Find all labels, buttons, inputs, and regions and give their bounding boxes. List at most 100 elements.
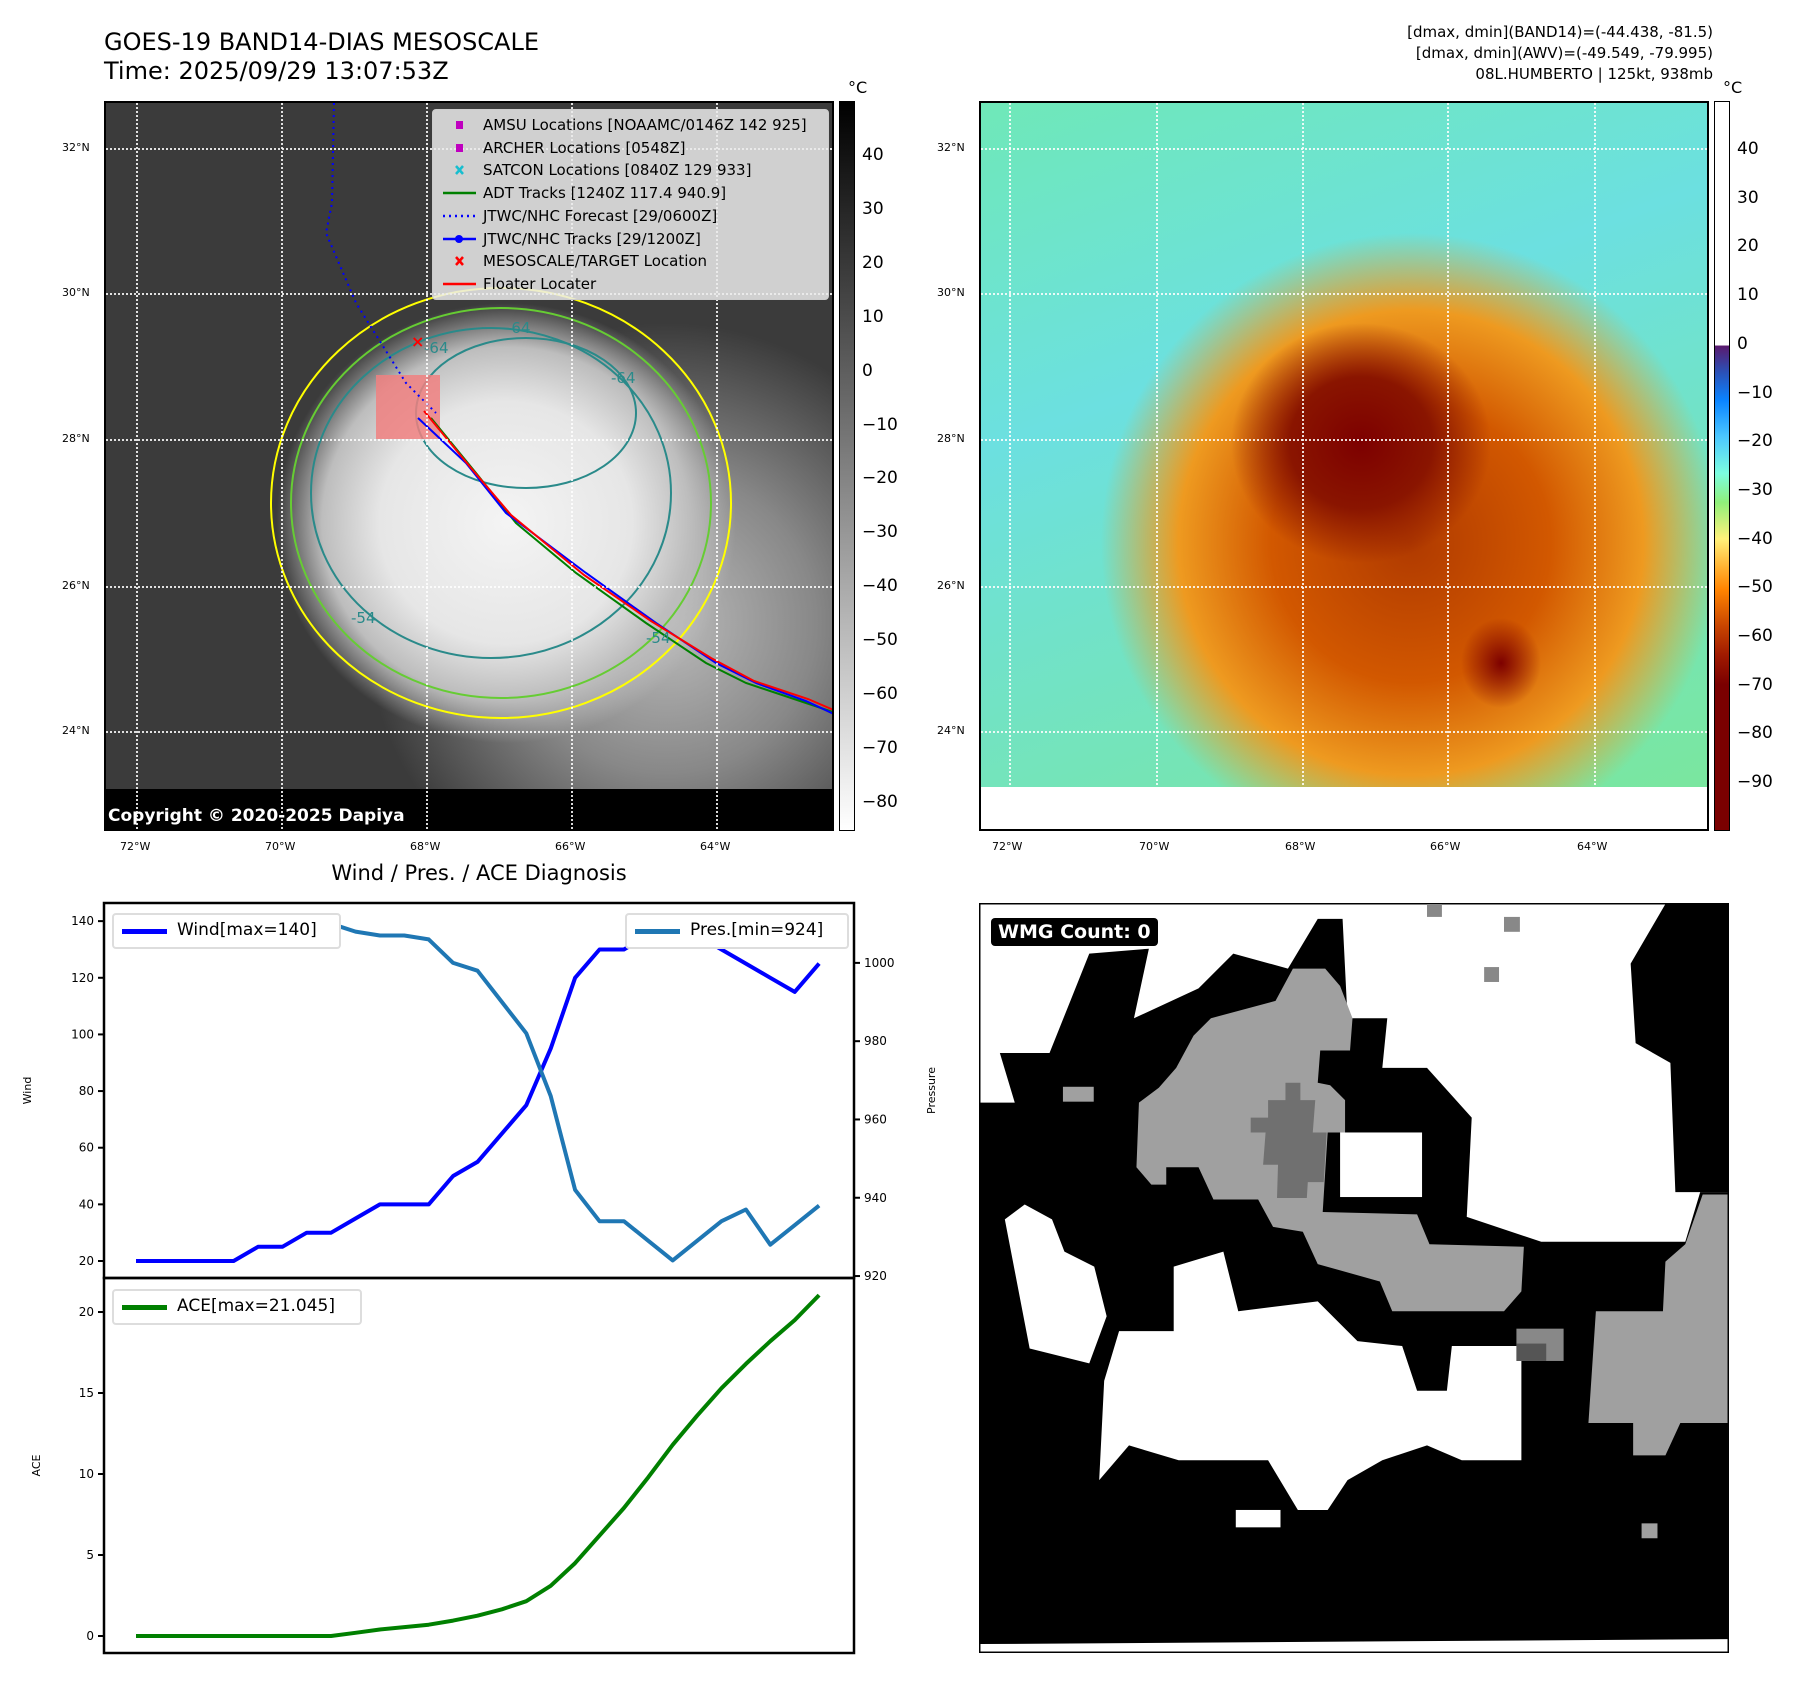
wind-tick-label: 40 <box>79 1197 94 1211</box>
colorbar-bt <box>839 101 855 831</box>
lon-tick-label: 70°W <box>1139 840 1170 853</box>
copyright: Copyright © 2020-2025 Dapiya <box>108 806 405 826</box>
wind-tick-label: 140 <box>71 914 94 928</box>
colorbar-tick-label: 0 <box>1737 333 1748 354</box>
wind-tick-label: 80 <box>79 1084 94 1098</box>
storm-info: [dmax, dmin](BAND14)=(-44.438, -81.5) [d… <box>1407 22 1713 85</box>
gridline <box>106 586 832 588</box>
gridline <box>106 731 832 733</box>
wmg-gray-cell <box>1641 1523 1658 1539</box>
chart-title: Wind / Pres. / ACE Diagnosis <box>331 861 627 885</box>
lon-tick-label: 68°W <box>410 840 441 853</box>
pressure-legend: Pres.[min=924] <box>625 913 849 949</box>
wind-tick-label: 20 <box>79 1254 94 1268</box>
wind-tick-label: 100 <box>71 1027 94 1041</box>
ace-legend-swatch <box>122 1305 167 1310</box>
wind-legend-swatch <box>122 929 167 934</box>
lon-tick-label: 66°W <box>1430 840 1461 853</box>
floater-track <box>423 410 832 711</box>
gridline <box>981 439 1707 441</box>
legend-symbol-line-icon <box>443 282 476 286</box>
pressure-legend-swatch <box>635 929 680 934</box>
gridline <box>981 148 1707 150</box>
gridline <box>281 103 283 829</box>
colorbar-tick-label: −50 <box>1737 577 1773 598</box>
wmg-gray-cell <box>1484 967 1500 982</box>
dot-marker <box>455 234 463 243</box>
wmg-white-region <box>1099 1251 1522 1510</box>
gridline <box>1594 103 1596 829</box>
band14-range: [dmax, dmin](BAND14)=(-44.438, -81.5) <box>1407 23 1713 41</box>
ace-legend: ACE[max=21.045] <box>112 1289 362 1325</box>
wmg-dark-cell <box>1516 1343 1547 1361</box>
gridline <box>981 731 1707 733</box>
diagnosis-chart: 20406080100120140Wind9209409609801000Pre… <box>21 901 938 1655</box>
wind-axis-label: Wind <box>21 1077 34 1105</box>
contour-label: -64 <box>611 369 636 387</box>
gridline <box>981 293 1707 295</box>
contour-label: -54 <box>646 629 671 647</box>
legend-symbol-x-icon <box>455 165 464 176</box>
wind-tick-label: 60 <box>79 1141 94 1155</box>
wmg-black-region <box>1630 903 1729 1193</box>
wmg-white-region <box>1235 1509 1281 1528</box>
map-legend-label: AMSU Locations [NOAAMC/0146Z 142 925] <box>483 116 807 134</box>
wmg-gray-region <box>1588 1194 1728 1456</box>
colorbar-tick-label: −20 <box>862 468 898 489</box>
map-legend-label: Floater Locater <box>483 274 597 293</box>
lat-tick-label: 30°N <box>62 286 90 299</box>
lat-tick-label: 26°N <box>62 579 90 592</box>
contour-label: -54 <box>351 609 376 627</box>
colorbar-tick-label: 40 <box>1737 139 1759 159</box>
wind-legend-label: Wind[max=140] <box>177 920 317 940</box>
colorbar-tick-label: −20 <box>1737 431 1773 452</box>
gridline <box>136 103 138 829</box>
storm-summary: 08L.HUMBERTO | 125kt, 938mb <box>1475 65 1713 83</box>
lon-tick-label: 72°W <box>992 840 1023 853</box>
wmg-gray-cell <box>1504 916 1520 932</box>
map-legend-label: MESOSCALE/TARGET Location <box>483 252 708 271</box>
colorbar-tick-label: −90 <box>1737 772 1773 793</box>
ace-legend-label: ACE[max=21.045] <box>177 1296 335 1316</box>
wind-legend: Wind[max=140] <box>112 913 341 949</box>
colorbar-awv <box>1714 101 1730 831</box>
colorbar-tick-label: 30 <box>862 198 884 219</box>
colorbar-tick-label: −10 <box>862 414 898 435</box>
ir-map: × -64 -64 -64 -54 -54 AMSU Locations [NO… <box>104 101 834 831</box>
x-marker <box>455 256 464 267</box>
pressure-tick-label: 980 <box>864 1034 887 1048</box>
legend-symbol-square-icon <box>456 121 463 129</box>
colorbar-tick-label: 10 <box>1737 285 1759 306</box>
colorbar-unit: °C <box>848 78 868 97</box>
lat-tick-label: 30°N <box>937 286 965 299</box>
pressure-axis-label: Pressure <box>925 1067 938 1114</box>
map-overlays: × -64 -64 -64 -54 -54 <box>270 103 832 719</box>
ace-tick-label: 10 <box>79 1467 94 1481</box>
colorbar-tick-label: −60 <box>862 684 898 704</box>
square-marker <box>456 121 463 129</box>
ace-tick-label: 15 <box>79 1386 94 1400</box>
contour-label: -64 <box>506 319 531 337</box>
colorbar-tick-label: −40 <box>1737 528 1773 549</box>
forecast-track <box>324 103 437 414</box>
lat-tick-label: 32°N <box>62 141 90 154</box>
square-marker <box>456 143 463 152</box>
colorbar-tick-label: −70 <box>862 737 898 758</box>
colorbar-tick-label: −60 <box>1737 626 1773 646</box>
legend-symbol-line-icon <box>443 191 476 195</box>
lon-tick-label: 72°W <box>120 840 151 853</box>
colorbar-tick-label: −80 <box>862 791 898 812</box>
map-legend-label: SATCON Locations [0840Z 129 933] <box>483 161 752 180</box>
colorbar-tick-label: 30 <box>1737 187 1759 208</box>
pressure-series-line <box>136 917 821 1263</box>
lon-tick-label: 68°W <box>1285 840 1316 853</box>
ace-tick-label: 5 <box>86 1548 94 1562</box>
colorbar-unit: °C <box>1723 78 1743 97</box>
wmg-white-box <box>1340 1132 1423 1198</box>
gridline <box>1156 103 1158 829</box>
legend-symbol-x-icon <box>455 256 464 267</box>
pressure-legend-label: Pres.[min=924] <box>690 920 824 940</box>
contour-label: -64 <box>424 339 449 357</box>
gridline <box>716 103 718 829</box>
